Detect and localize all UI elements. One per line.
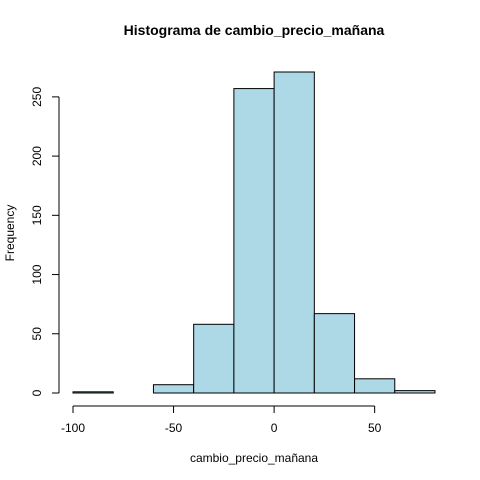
histogram-bar — [273, 71, 315, 394]
y-tick-label: 0 — [30, 389, 44, 396]
bars-group — [72, 71, 436, 394]
x-axis-label: cambio_precio_mañana — [190, 451, 318, 465]
histogram-bar — [233, 88, 275, 394]
histogram-bar — [354, 378, 396, 394]
x-tick-label: -50 — [165, 421, 183, 435]
y-tick-label: 100 — [30, 264, 44, 284]
x-tick-label: -100 — [61, 421, 85, 435]
histogram-bar — [152, 384, 195, 394]
histogram-bar — [72, 391, 114, 394]
histogram-bar — [394, 390, 436, 394]
y-tick-label: 200 — [30, 146, 44, 166]
y-tick-label: 250 — [30, 87, 44, 107]
y-tick-label: 150 — [30, 205, 44, 225]
chart-title: Histograma de cambio_precio_mañana — [124, 22, 385, 38]
histogram-bar — [313, 313, 356, 394]
x-axis: -100 -50 0 50 — [61, 405, 382, 435]
x-tick-label: 50 — [368, 421, 382, 435]
x-tick-label: 0 — [271, 421, 278, 435]
histogram-bar — [193, 323, 235, 394]
y-tick-label: 50 — [30, 327, 44, 341]
y-axis: 0 50 100 150 200 250 — [30, 87, 60, 396]
y-axis-label: Frequency — [3, 205, 17, 262]
